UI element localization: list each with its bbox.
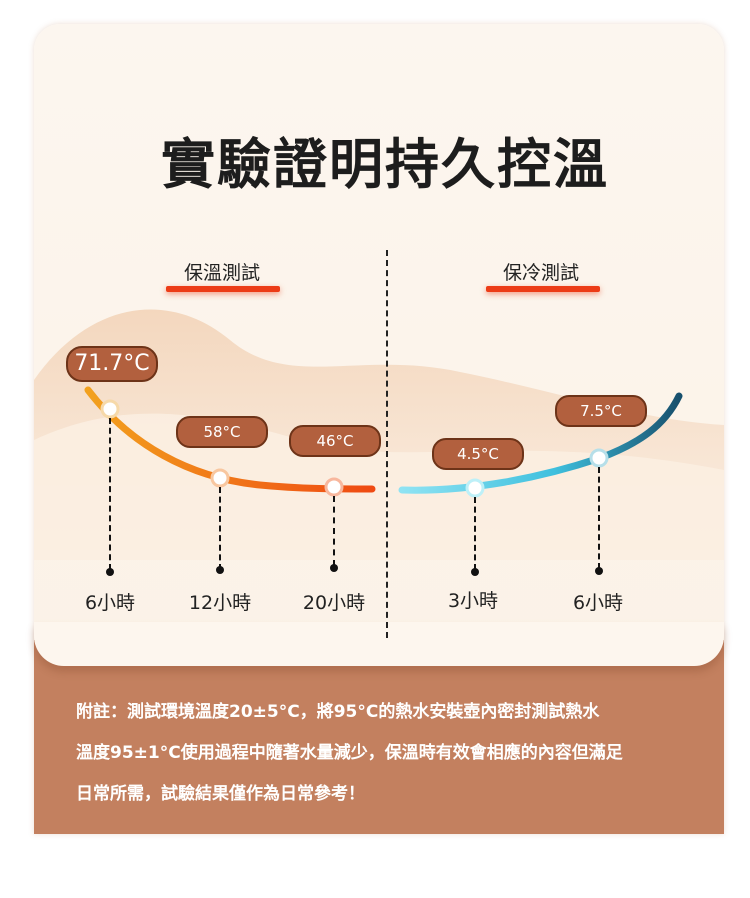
page-title: 實驗證明持久控溫 <box>161 133 609 196</box>
temp-badge-cold-6h: 7.5°C <box>555 395 647 427</box>
marker-line-cold-6h <box>598 467 600 569</box>
cold-test-label: 保冷測試 <box>502 262 579 284</box>
marker-dot-6h <box>106 568 114 576</box>
temp-badge-20h: 46°C <box>289 425 381 457</box>
marker-line-12h <box>219 487 221 570</box>
cold-label-underline <box>486 286 600 292</box>
card-bottom-edge <box>34 622 724 666</box>
warm-point-2 <box>210 468 230 488</box>
cold-point-1 <box>465 478 485 498</box>
marker-dot-12h <box>216 566 224 574</box>
cold-curve <box>398 392 683 494</box>
time-label-cold-6h: 6小時 <box>572 592 624 614</box>
footnote-line-1: 附註：測試環境溫度20±5°C，將95°C的熱水安裝壺內密封測試熱水 <box>76 702 600 722</box>
time-label-3h: 3小時 <box>447 590 499 612</box>
temp-badge-3h: 4.5°C <box>432 438 524 470</box>
footnote-panel <box>34 640 724 834</box>
time-label-12h: 12小時 <box>188 592 252 614</box>
footnote-line-2: 溫度95±1°C使用過程中隨著水量減少，保溫時有效會相應的內容但滿足 <box>76 743 623 763</box>
time-label-6h: 6小時 <box>84 592 136 614</box>
footnote-line-3: 日常所需，試驗結果僅作為日常參考！ <box>76 784 365 804</box>
center-divider <box>386 250 388 638</box>
marker-dot-cold-6h <box>595 567 603 575</box>
marker-line-3h <box>474 497 476 570</box>
time-label-20h: 20小時 <box>302 592 366 614</box>
marker-dot-3h <box>471 568 479 576</box>
marker-dot-20h <box>330 564 338 572</box>
warm-point-1 <box>100 399 120 419</box>
marker-line-20h <box>333 496 335 566</box>
warm-point-3 <box>324 477 344 497</box>
warm-test-label: 保溫測試 <box>183 262 260 284</box>
warm-label-underline <box>166 286 280 292</box>
cold-point-2 <box>589 448 609 468</box>
temp-badge-12h: 58°C <box>176 416 268 448</box>
marker-line-6h <box>109 418 111 570</box>
temp-badge-6h: 71.7°C <box>66 346 158 382</box>
